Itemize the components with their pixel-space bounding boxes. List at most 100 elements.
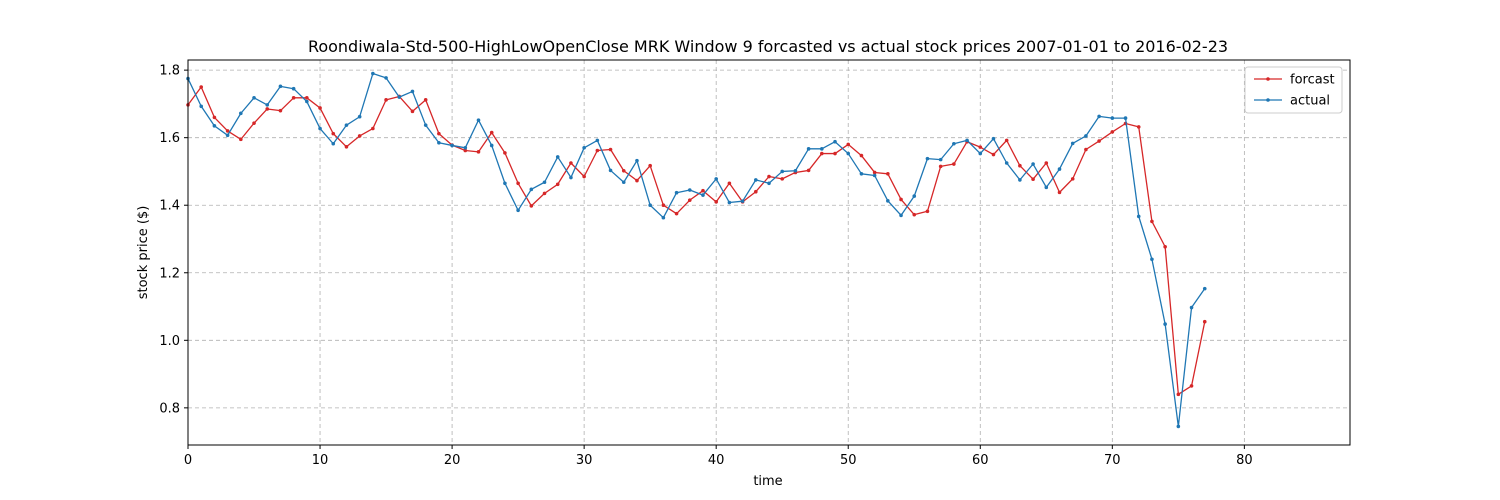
x-axis-label: time xyxy=(753,474,782,489)
data-point xyxy=(450,143,454,148)
data-point xyxy=(833,139,837,144)
data-point xyxy=(278,108,283,113)
data-point xyxy=(265,107,270,111)
data-point xyxy=(701,193,705,197)
data-point xyxy=(212,124,217,128)
data-point xyxy=(859,172,864,176)
data-point xyxy=(1097,114,1101,119)
data-point xyxy=(476,118,481,122)
data-point xyxy=(410,109,415,114)
data-point xyxy=(199,85,204,89)
data-point xyxy=(1004,161,1009,165)
data-point xyxy=(357,134,362,138)
data-point xyxy=(899,197,903,202)
data-point xyxy=(648,203,652,208)
data-point xyxy=(886,172,890,176)
x-tick-label: 80 xyxy=(1236,453,1253,468)
data-point xyxy=(727,200,732,205)
data-point xyxy=(252,96,256,100)
data-point xyxy=(503,181,507,186)
data-point xyxy=(463,148,468,153)
x-axis: 0 10 20 30 40 50 60 70 80 xyxy=(184,445,1253,468)
data-point xyxy=(384,76,388,80)
legend-label-forcast: forcast xyxy=(1290,73,1335,88)
data-point xyxy=(357,114,362,119)
data-point xyxy=(912,194,917,198)
data-point xyxy=(991,152,996,157)
data-point xyxy=(938,164,943,169)
data-point xyxy=(252,121,256,125)
data-point xyxy=(331,141,336,146)
plot-area-frame xyxy=(187,59,1351,446)
data-point xyxy=(938,157,943,162)
chart-title: Roondiwala-Std-500-HighLowOpenClose MRK … xyxy=(308,37,1228,56)
data-point xyxy=(1136,214,1141,219)
data-point xyxy=(1189,384,1194,388)
data-point xyxy=(371,71,375,76)
data-point xyxy=(1070,141,1075,146)
data-point xyxy=(608,147,613,152)
data-point xyxy=(978,145,983,149)
series-line-actual xyxy=(187,72,1206,428)
data-point xyxy=(555,182,560,187)
data-point xyxy=(833,151,837,156)
data-point xyxy=(344,144,349,149)
x-tick-label: 10 xyxy=(312,453,329,468)
data-point xyxy=(516,181,520,186)
x-tick-label: 30 xyxy=(576,453,593,468)
data-point xyxy=(1057,167,1062,171)
data-point xyxy=(701,188,705,193)
x-tick-label: 0 xyxy=(184,453,192,468)
data-point xyxy=(489,130,494,135)
data-point xyxy=(1031,162,1035,166)
data-point xyxy=(542,180,547,185)
data-point xyxy=(529,187,534,192)
data-point xyxy=(265,103,270,107)
data-point xyxy=(912,212,917,217)
data-point xyxy=(291,86,296,91)
data-point xyxy=(318,106,322,110)
data-point xyxy=(1018,178,1022,182)
x-tick-label: 50 xyxy=(840,453,857,468)
data-point xyxy=(569,161,573,165)
data-point xyxy=(305,96,309,100)
data-point xyxy=(978,151,983,156)
y-tick-label: 1.2 xyxy=(159,266,180,281)
data-point xyxy=(674,190,679,195)
data-point xyxy=(1018,163,1022,168)
data-point xyxy=(1202,319,1207,324)
data-point xyxy=(437,131,441,136)
data-point xyxy=(806,147,811,151)
data-point xyxy=(239,137,243,142)
data-point xyxy=(886,199,890,203)
data-point xyxy=(952,162,956,166)
data-point xyxy=(846,142,851,147)
data-point xyxy=(1150,257,1154,262)
data-point xyxy=(529,204,534,208)
data-point xyxy=(1163,322,1167,326)
data-point xyxy=(331,131,336,136)
data-point xyxy=(582,174,586,179)
data-point xyxy=(1070,177,1075,181)
data-point xyxy=(291,96,296,100)
data-point xyxy=(1150,219,1154,224)
data-point xyxy=(740,199,745,203)
data-point xyxy=(1084,134,1088,138)
data-point xyxy=(305,99,309,104)
x-tick-label: 70 xyxy=(1104,453,1121,468)
data-point xyxy=(635,158,639,163)
y-axis: 0.8 1.0 1.2 1.4 1.6 1.8 xyxy=(159,64,188,416)
data-point xyxy=(635,178,639,183)
data-point xyxy=(1176,392,1181,397)
data-point xyxy=(239,111,243,116)
data-point xyxy=(621,168,626,173)
y-tick-label: 1.0 xyxy=(159,334,180,349)
legend-marker-forcast xyxy=(1266,77,1270,81)
data-point xyxy=(212,115,217,120)
series-layer xyxy=(186,71,1207,429)
data-point xyxy=(595,148,600,153)
y-tick-label: 1.6 xyxy=(159,131,180,146)
data-point xyxy=(423,98,428,102)
legend: forcast actual xyxy=(1244,66,1343,114)
